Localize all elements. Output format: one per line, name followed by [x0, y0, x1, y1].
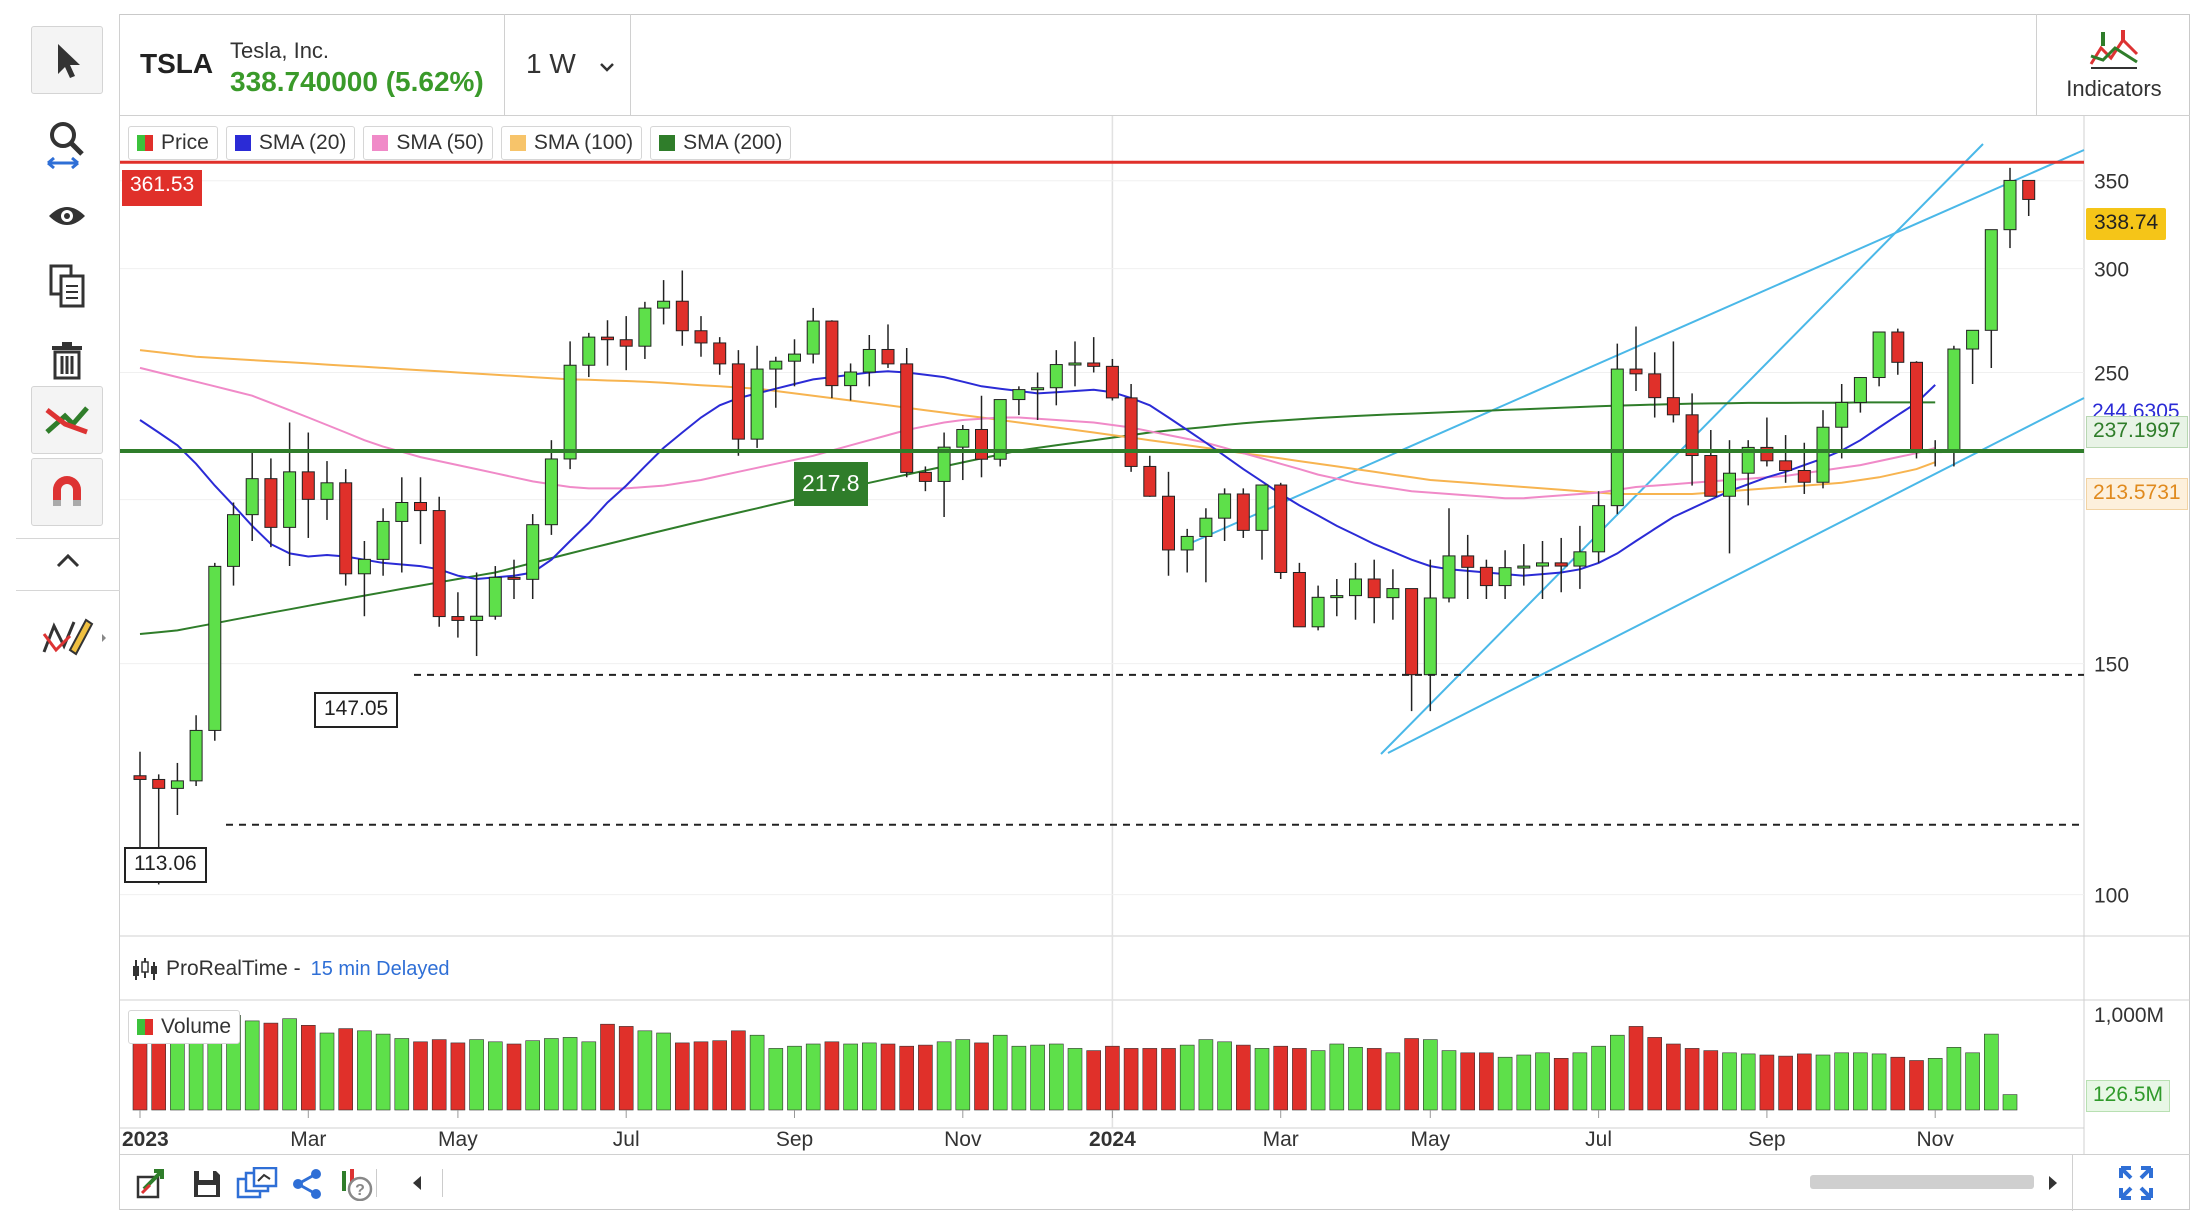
legend: Price SMA (20) SMA (50) SMA (100) SMA (2… [128, 126, 792, 160]
last-price-tag: 338.74 [2086, 208, 2167, 240]
sma200-price-tag: 237.1997 [2086, 416, 2188, 448]
toolbar-divider [16, 538, 120, 539]
fullscreen-icon[interactable] [2118, 1165, 2154, 1201]
period-select[interactable]: 1 W [526, 48, 616, 80]
draw-tools-button[interactable] [40, 612, 110, 665]
header-divider [504, 14, 505, 116]
legend-label: SMA (100) [533, 131, 634, 154]
source-provider: ProRealTime - [166, 957, 301, 980]
trash-icon [52, 342, 82, 380]
trend-tool-button[interactable] [31, 386, 103, 454]
visibility-tool-button[interactable] [31, 182, 103, 250]
bottom-toolbar: ? [120, 1154, 2190, 1211]
pencil-chart-icon [42, 618, 106, 656]
zoom-tool-button[interactable] [31, 110, 103, 178]
save-icon[interactable] [190, 1167, 224, 1201]
svg-text:?: ? [355, 1182, 365, 1199]
chart-frame [16, 14, 2190, 1210]
copy-icon [49, 264, 85, 308]
share-icon[interactable] [290, 1167, 324, 1201]
volume-swatch-icon [137, 1019, 153, 1035]
chevron-down-icon [599, 63, 614, 72]
chevron-up-icon [56, 553, 80, 568]
toolbar-divider [16, 590, 120, 591]
volume-legend[interactable]: Volume [128, 1010, 241, 1044]
symbol-label[interactable]: TSLA [140, 48, 214, 79]
sma20-swatch-icon [234, 135, 251, 151]
eye-icon [49, 207, 85, 225]
scroll-left-icon[interactable] [410, 1173, 424, 1193]
candles-icon [133, 958, 157, 980]
help-icon[interactable]: ? [336, 1167, 376, 1201]
scroll-right-icon[interactable] [2046, 1173, 2060, 1193]
legend-label: SMA (20) [258, 131, 347, 154]
sma200-swatch-icon [659, 135, 676, 151]
time-scrollbar[interactable] [1810, 1175, 2034, 1189]
legend-label: SMA (50) [396, 131, 484, 154]
source-delay: 15 min Delayed [310, 957, 450, 980]
magnet-tool-button[interactable] [31, 458, 103, 526]
indicators-icon [2089, 30, 2139, 69]
dashed-level-tag[interactable]: 147.05 [314, 692, 399, 728]
layouts-icon[interactable] [236, 1167, 278, 1201]
bottom-divider [2072, 1155, 2073, 1211]
pointer-tool-button[interactable] [31, 26, 103, 94]
drawing-toolbar [16, 14, 120, 1210]
legend-sma100[interactable]: SMA (100) [500, 126, 643, 160]
chart-header: TSLA Tesla, Inc. 338.740000 (5.62%) 1 W … [120, 14, 2190, 116]
legend-sma200[interactable]: SMA (200) [650, 126, 792, 160]
legend-sma20[interactable]: SMA (20) [225, 126, 356, 160]
sma100-swatch-icon [509, 135, 526, 151]
data-source: ProRealTime - 15 min Delayed [130, 956, 450, 982]
legend-sma50[interactable]: SMA (50) [363, 126, 493, 160]
support-level-tag[interactable]: 217.8 [794, 462, 868, 506]
legend-price[interactable]: Price [128, 126, 218, 160]
export-icon[interactable] [134, 1167, 168, 1201]
indicators-label: Indicators [2066, 76, 2162, 101]
collapse-toolbar-button[interactable] [54, 550, 82, 577]
sma100-price-tag: 213.5731 [2086, 478, 2188, 510]
volume-axis-max: 1,000M [2094, 1004, 2165, 1027]
magnet-icon [53, 476, 81, 506]
volume-legend-label: Volume [161, 1015, 232, 1038]
bottom-divider [442, 1169, 443, 1197]
price-swatch-icon [137, 135, 153, 151]
delete-tool-button[interactable] [31, 326, 103, 394]
dashed-level-tag[interactable]: 113.06 [124, 847, 207, 883]
cursor-icon [58, 44, 80, 78]
zoom-icon [47, 122, 84, 170]
trend-icon [45, 406, 89, 435]
legend-label: Price [161, 131, 209, 154]
period-value: 1 W [526, 48, 576, 79]
company-name: Tesla, Inc. [230, 38, 330, 63]
indicators-button[interactable]: Indicators [2036, 14, 2190, 116]
copy-tool-button[interactable] [31, 252, 103, 320]
header-divider [630, 14, 631, 116]
sma50-swatch-icon [372, 135, 389, 151]
current-price: 338.740000 (5.62%) [230, 66, 484, 97]
resistance-level-tag[interactable]: 361.53 [122, 170, 203, 206]
volume-current-tag: 126.5M [2086, 1080, 2171, 1112]
bottom-divider [376, 1169, 377, 1197]
legend-label: SMA (200) [683, 131, 783, 154]
